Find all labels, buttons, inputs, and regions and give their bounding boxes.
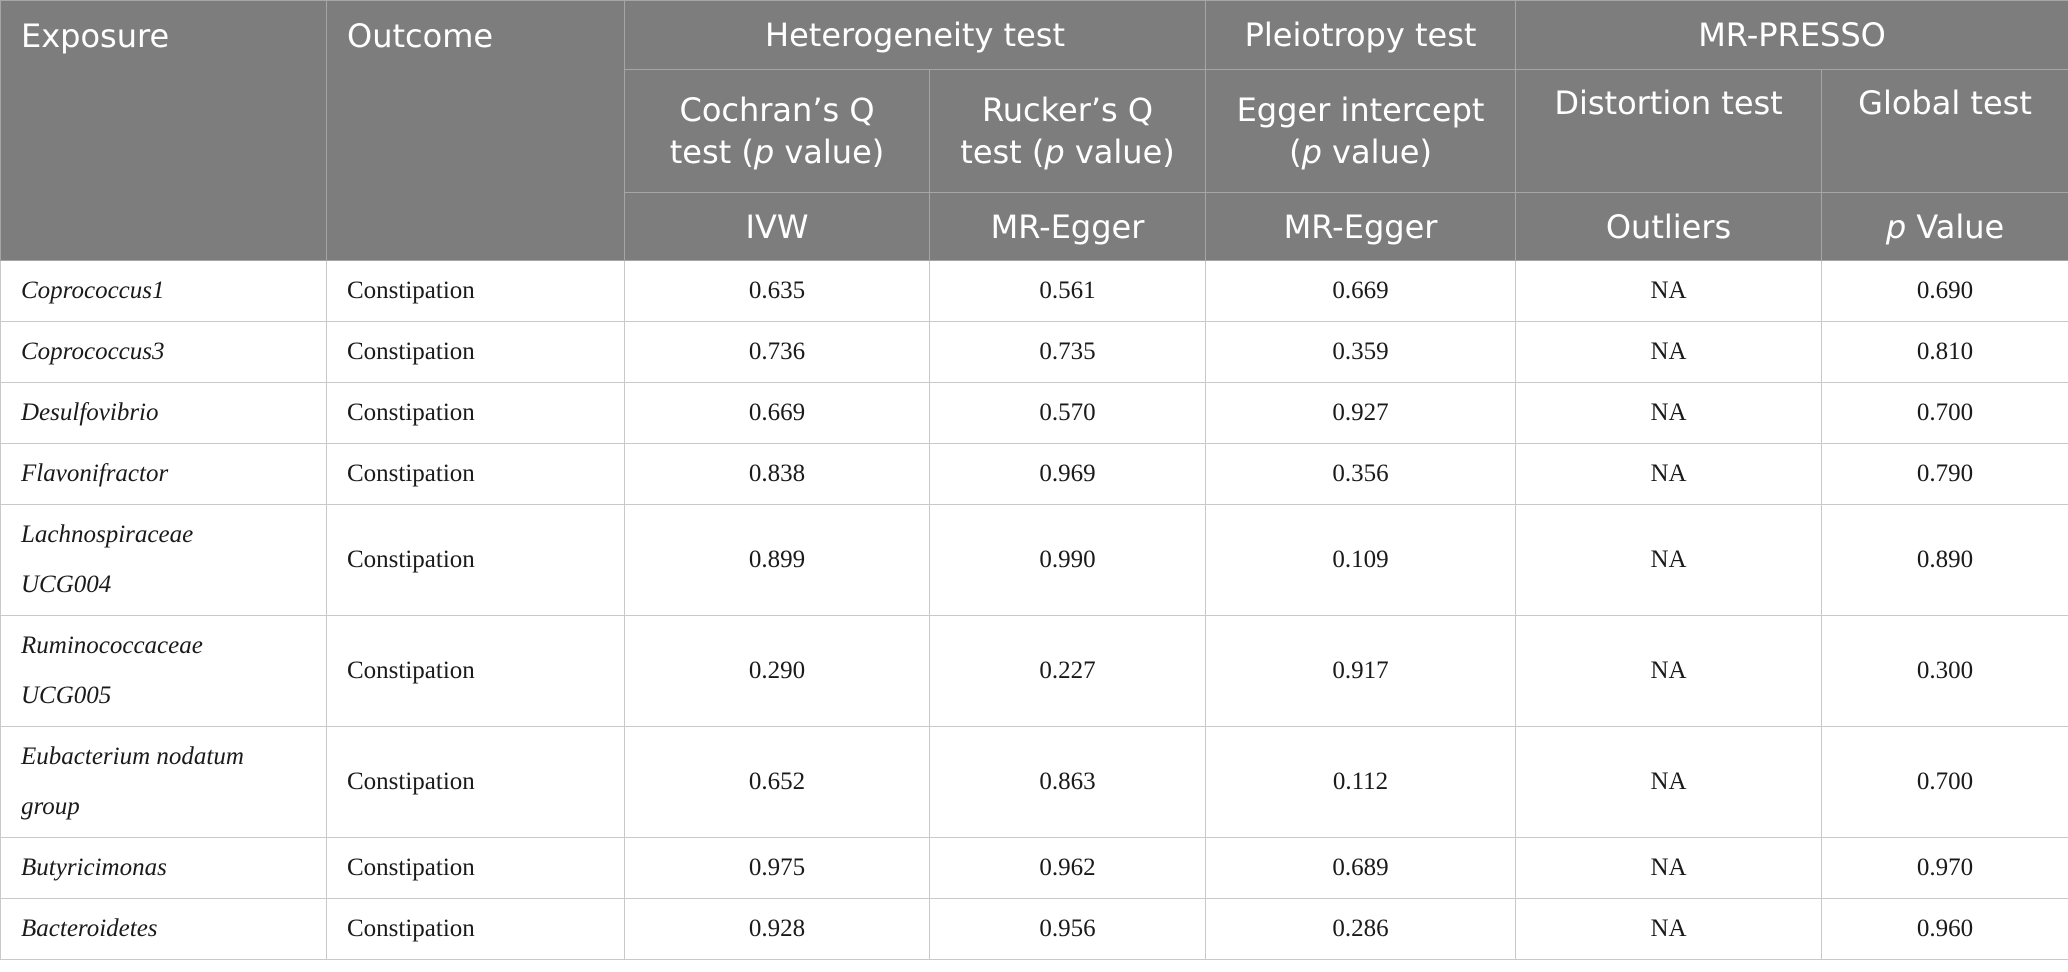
cell-egger: 0.359 [1205,321,1517,383]
header-mrpresso: MR-PRESSO [1515,0,2068,70]
cell-rucker: 0.863 [928,726,1207,838]
cell-rucker: 0.735 [928,321,1207,383]
header-mregger-intercept: MR-Egger [1205,192,1517,261]
cell-outliers: NA [1515,837,1823,899]
cell-global: 0.700 [1821,726,2068,838]
cell-egger: 0.927 [1205,382,1517,444]
cell-outliers: NA [1515,726,1823,838]
cell-global: 0.890 [1821,504,2068,616]
cell-exposure: Coprococcus3 [0,321,327,383]
cell-global: 0.810 [1821,321,2068,383]
cell-egger: 0.917 [1205,615,1517,727]
table-row: Eubacterium nodatum group Constipation 0.… [0,726,2068,838]
cell-rucker: 0.570 [928,382,1207,444]
cell-ivw: 0.899 [624,504,930,616]
cell-outcome: Constipation [326,504,625,616]
header-exposure: Exposure [0,0,327,261]
header-rucker: Rucker’s Q test (p value) [928,69,1207,193]
cell-rucker: 0.956 [928,898,1207,960]
cell-rucker: 0.962 [928,837,1207,899]
header-global: Global test [1821,69,2068,193]
cell-exposure: Flavonifractor [0,443,327,505]
table-body: Coprococcus1 Constipation 0.635 0.561 0.… [0,260,2068,960]
cell-exposure: Ruminococcaceae UCG005 [0,615,327,727]
cell-outcome: Constipation [326,837,625,899]
cell-exposure: Desulfovibrio [0,382,327,444]
cell-ivw: 0.838 [624,443,930,505]
cell-egger: 0.356 [1205,443,1517,505]
cell-global: 0.300 [1821,615,2068,727]
cell-ivw: 0.975 [624,837,930,899]
cell-rucker: 0.990 [928,504,1207,616]
cell-exposure: Butyricimonas [0,837,327,899]
table-row: Bacteroidetes Constipation 0.928 0.956 0… [0,898,2068,960]
cell-global: 0.700 [1821,382,2068,444]
header-heterogeneity: Heterogeneity test [623,0,1207,70]
header-outliers: Outliers [1515,192,1823,261]
table-row: Desulfovibrio Constipation 0.669 0.570 0… [0,382,2068,444]
cell-outcome: Constipation [326,726,625,838]
cell-exposure: Bacteroidetes [0,898,327,960]
header-pvalue: p Value [1821,192,2068,261]
cell-outliers: NA [1515,382,1823,444]
header-egger-line1: Egger intercept [1236,91,1485,129]
header-rucker-line1: Rucker’s Q [981,91,1154,129]
cell-outcome: Constipation [326,443,625,505]
cell-outliers: NA [1515,260,1823,322]
cell-global: 0.690 [1821,260,2068,322]
cell-ivw: 0.669 [624,382,930,444]
cell-outliers: NA [1515,321,1823,383]
cell-rucker: 0.969 [928,443,1207,505]
cell-global: 0.790 [1821,443,2068,505]
cell-outcome: Constipation [326,260,625,322]
cell-global: 0.970 [1821,837,2068,899]
cell-outcome: Constipation [326,321,625,383]
cell-outliers: NA [1515,615,1823,727]
cell-rucker: 0.561 [928,260,1207,322]
table-row: Flavonifractor Constipation 0.838 0.969 … [0,443,2068,505]
cell-ivw: 0.736 [624,321,930,383]
cell-exposure: Coprococcus1 [0,260,327,322]
cell-outcome: Constipation [326,382,625,444]
cell-outcome: Constipation [326,898,625,960]
cell-egger: 0.286 [1205,898,1517,960]
cell-outcome: Constipation [326,615,625,727]
cell-outliers: NA [1515,898,1823,960]
cell-exposure: Eubacterium nodatum group [0,726,327,838]
cell-outliers: NA [1515,504,1823,616]
cell-egger: 0.112 [1205,726,1517,838]
cell-rucker: 0.227 [928,615,1207,727]
header-distortion: Distortion test [1515,69,1823,193]
cell-ivw: 0.290 [624,615,930,727]
table-header: Exposure Outcome Heterogeneity test Plei… [0,0,2068,261]
header-pleiotropy: Pleiotropy test [1205,0,1517,70]
cell-egger: 0.669 [1205,260,1517,322]
table-row: Coprococcus3 Constipation 0.736 0.735 0.… [0,321,2068,383]
cell-egger: 0.109 [1205,504,1517,616]
cell-ivw: 0.635 [624,260,930,322]
table-row: Coprococcus1 Constipation 0.635 0.561 0.… [0,260,2068,322]
table-row: Butyricimonas Constipation 0.975 0.962 0… [0,837,2068,899]
cell-egger: 0.689 [1205,837,1517,899]
cell-exposure: Lachnospiraceae UCG004 [0,504,327,616]
cell-ivw: 0.928 [624,898,930,960]
header-ivw: IVW [624,192,930,261]
cell-global: 0.960 [1821,898,2068,960]
header-cochran: Cochran’s Q test (p value) [624,69,930,193]
header-egger-intercept: Egger intercept (p value) [1205,69,1517,193]
header-outcome: Outcome [326,0,625,261]
cell-ivw: 0.652 [624,726,930,838]
cell-outliers: NA [1515,443,1823,505]
header-cochran-line1: Cochran’s Q [679,91,875,129]
table-row: Lachnospiraceae UCG004 Constipation 0.899… [0,504,2068,616]
header-mregger-rucker: MR-Egger [928,192,1207,261]
table-row: Ruminococcaceae UCG005 Constipation 0.290… [0,615,2068,727]
